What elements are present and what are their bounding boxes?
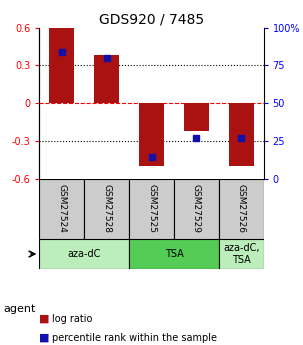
Text: TSA: TSA	[165, 249, 183, 259]
Bar	[84, 179, 129, 239]
Bar	[49, 28, 74, 103]
Bar	[129, 239, 219, 269]
Text: aza-dC: aza-dC	[68, 249, 101, 259]
Bar	[219, 239, 264, 269]
Bar	[39, 239, 129, 269]
Text: ■: ■	[39, 314, 50, 324]
Text: log ratio: log ratio	[52, 314, 92, 324]
Bar	[94, 55, 119, 103]
Text: GSM27526: GSM27526	[237, 184, 246, 233]
Text: percentile rank within the sample: percentile rank within the sample	[52, 333, 217, 343]
Bar	[229, 103, 254, 166]
Title: GDS920 / 7485: GDS920 / 7485	[99, 12, 204, 27]
Bar	[139, 103, 164, 166]
Bar	[184, 103, 209, 131]
Text: GSM27528: GSM27528	[102, 184, 111, 233]
Bar	[39, 179, 84, 239]
Bar	[129, 179, 174, 239]
Text: GSM27524: GSM27524	[57, 184, 66, 233]
Text: aza-dC,
TSA: aza-dC, TSA	[223, 243, 259, 265]
Text: ■: ■	[39, 333, 50, 343]
Bar	[174, 179, 219, 239]
Text: GSM27529: GSM27529	[192, 184, 201, 233]
Bar	[219, 179, 264, 239]
Text: agent: agent	[3, 304, 35, 314]
Text: GSM27525: GSM27525	[147, 184, 156, 233]
